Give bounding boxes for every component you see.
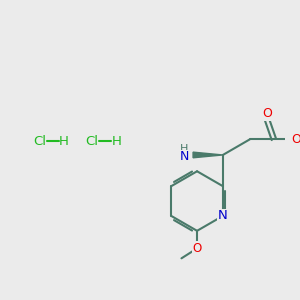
- Text: H: H: [59, 135, 69, 148]
- Text: Cl: Cl: [33, 135, 46, 148]
- Polygon shape: [193, 152, 223, 158]
- Text: O: O: [292, 133, 300, 146]
- Text: N: N: [179, 150, 189, 164]
- Text: N: N: [218, 209, 228, 222]
- Text: H: H: [180, 144, 188, 154]
- Text: O: O: [192, 242, 202, 255]
- Text: H: H: [111, 135, 121, 148]
- Text: O: O: [262, 107, 272, 120]
- Text: Cl: Cl: [85, 135, 99, 148]
